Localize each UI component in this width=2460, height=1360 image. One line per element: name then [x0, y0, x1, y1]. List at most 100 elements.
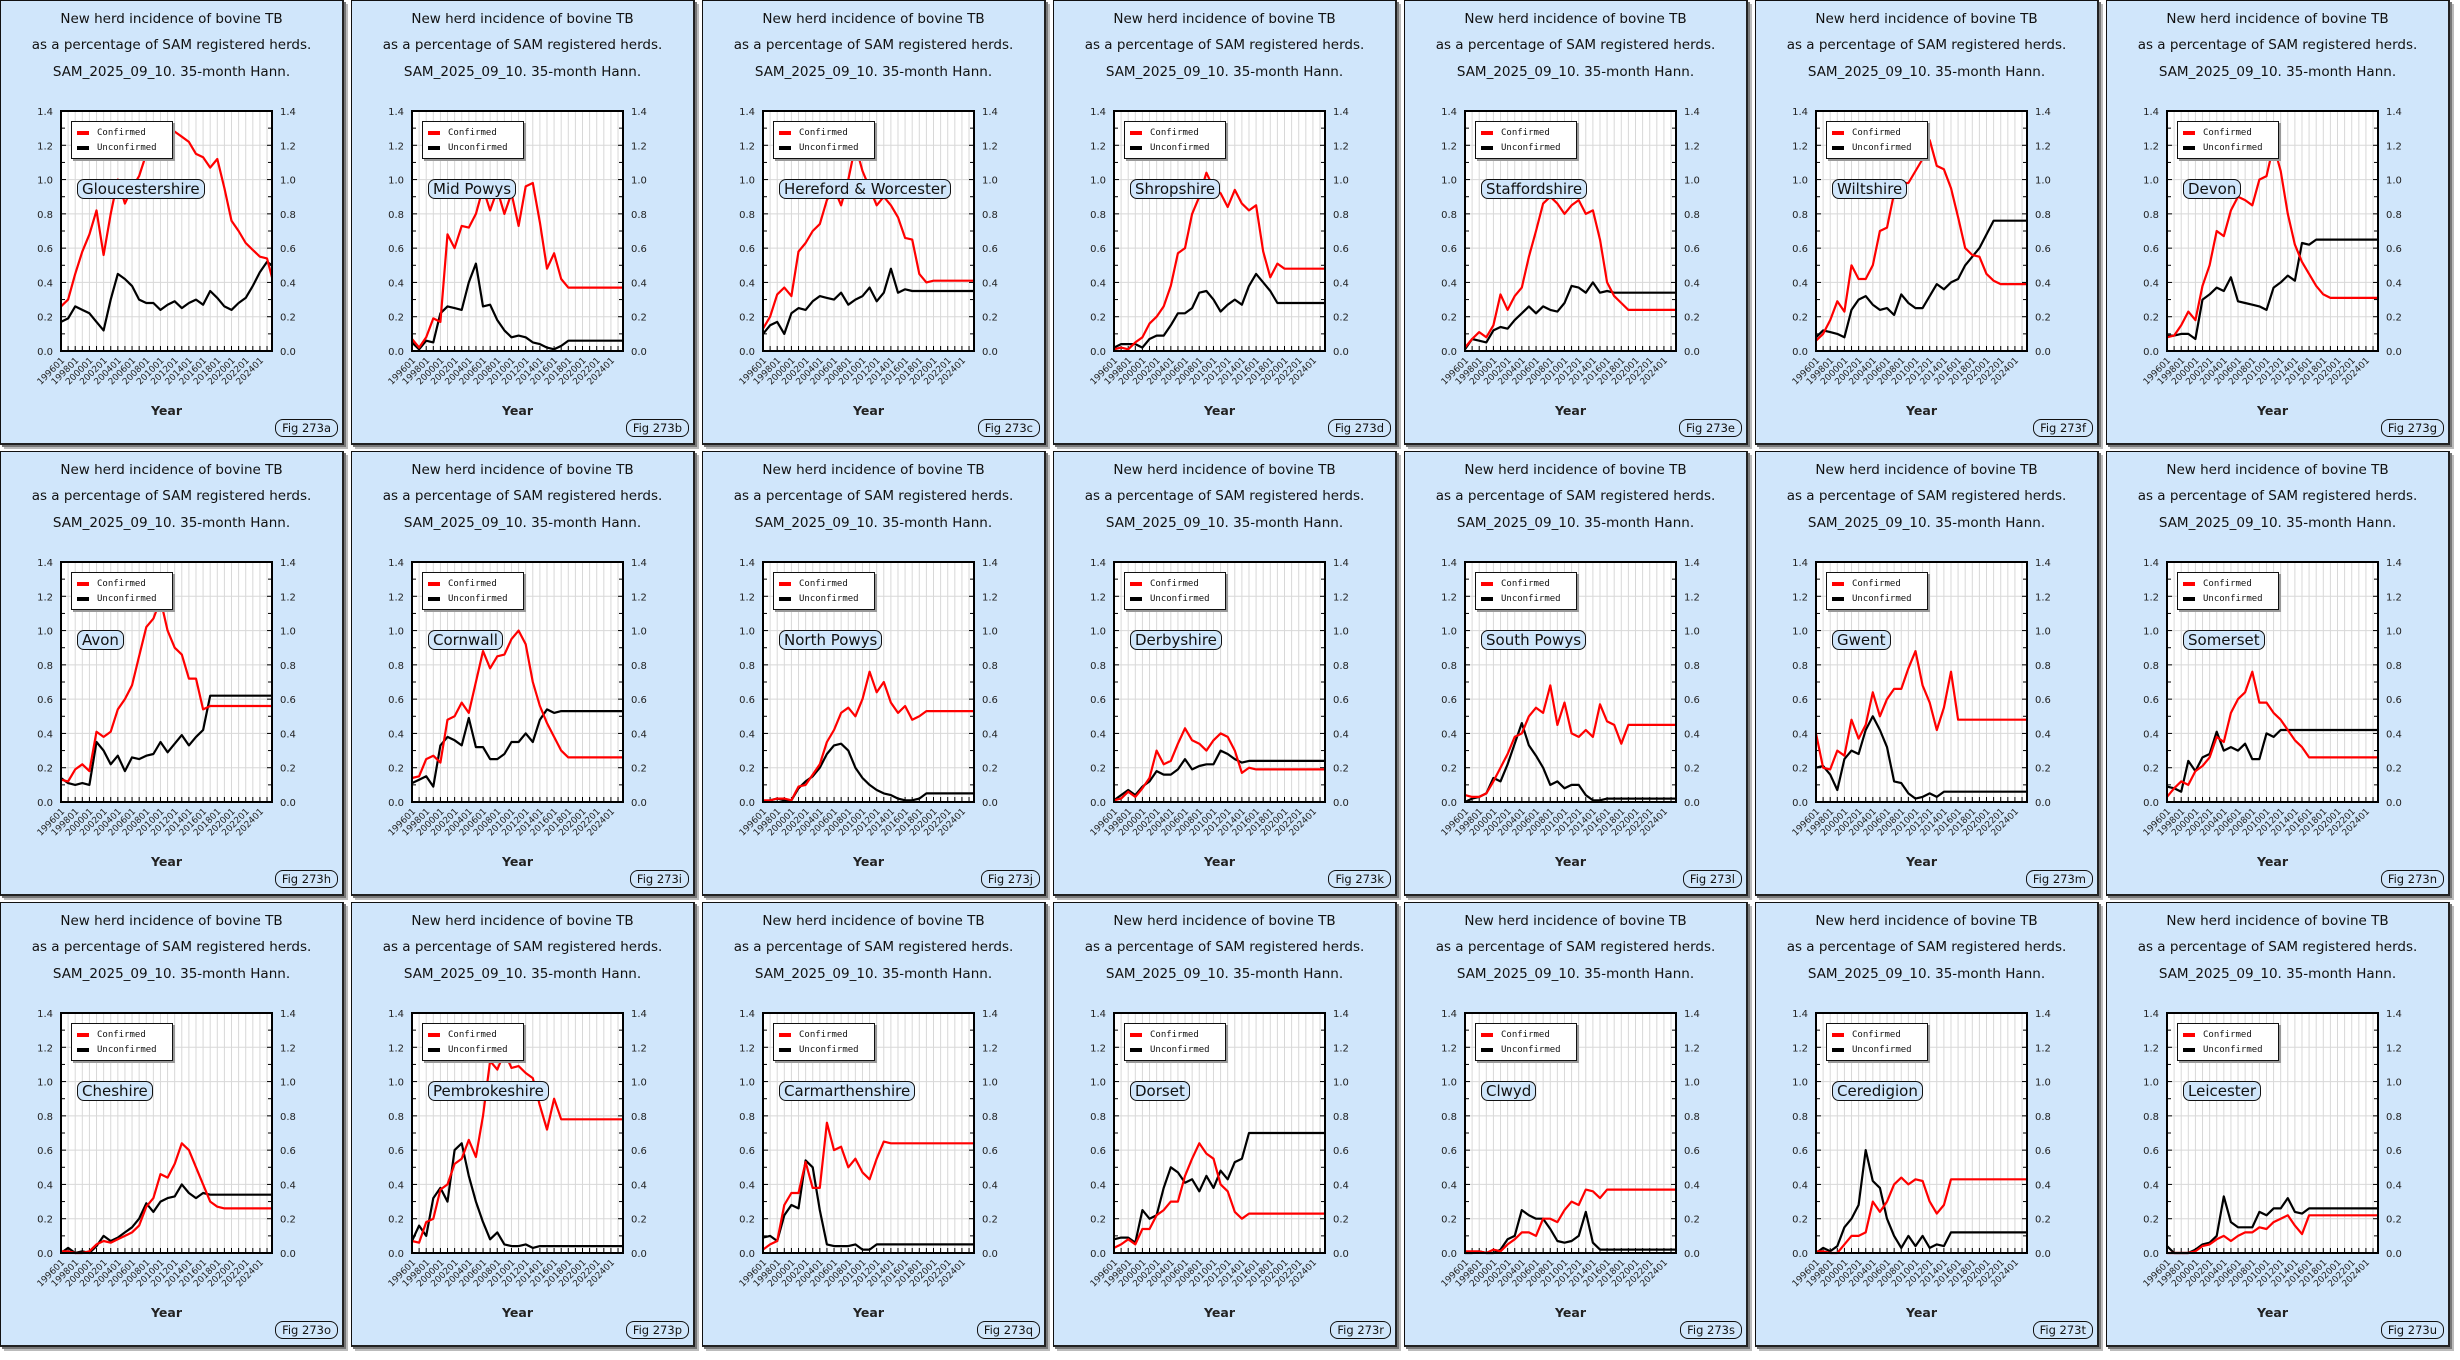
series-line-unconfirmed — [1113, 272, 1325, 349]
y-tick-label-right: 0.2 — [631, 764, 647, 775]
y-tick-label-left: 0.8 — [2143, 210, 2159, 221]
y-tick-label-right: 0.8 — [1333, 661, 1349, 672]
plot-frame — [60, 110, 273, 352]
legend-item-unconfirmed: Unconfirmed — [1481, 142, 1561, 154]
legend-item-unconfirmed: Unconfirmed — [77, 1044, 157, 1056]
y-tick-label-left: 0.0 — [1441, 347, 1457, 358]
plot-frame — [1113, 110, 1326, 352]
y-tick-label-left: 1.4 — [1792, 107, 1808, 118]
legend-swatch-red — [1481, 130, 1493, 135]
legend-swatch-black — [1130, 145, 1142, 150]
county-label: Leicester — [2183, 1081, 2262, 1101]
y-tick-label-right: 0.4 — [2386, 729, 2402, 740]
legend-label: Unconfirmed — [97, 1045, 157, 1055]
y-tick-label-right: 0.0 — [982, 1249, 998, 1260]
y-tick-label-right: 0.8 — [1684, 1112, 1700, 1123]
legend-swatch-red — [1481, 581, 1493, 586]
y-tick-label-right: 0.6 — [1333, 695, 1349, 706]
y-tick-label-left: 0.0 — [37, 347, 53, 358]
y-tick-label-right: 1.0 — [1684, 176, 1700, 187]
y-tick-label-left: 0.8 — [37, 1112, 53, 1123]
figure-number-badge: Fig 273c — [977, 419, 1040, 437]
chart-title-line-1: New herd incidence of bovine TB — [1464, 462, 1687, 478]
figure-number-badge: Fig 273m — [2025, 870, 2093, 888]
y-tick-label-right: 0.0 — [1684, 1249, 1700, 1260]
y-tick-label-right: 0.6 — [1684, 244, 1700, 255]
y-tick-label-right: 1.2 — [1684, 1043, 1700, 1054]
y-tick-label-left: 0.4 — [1090, 729, 1106, 740]
legend-label: Confirmed — [97, 1030, 146, 1040]
chart-panel-pembrokeshire: New herd incidence of bovine TB as a per… — [351, 902, 695, 1347]
plot-frame — [762, 561, 975, 803]
y-tick-label-left: 1.0 — [1792, 1078, 1808, 1089]
y-tick-label-left: 0.8 — [388, 661, 404, 672]
legend-swatch-red — [779, 130, 791, 135]
legend-label: Unconfirmed — [1150, 143, 1210, 153]
legend-label: Confirmed — [2203, 1030, 2252, 1040]
series-line-confirmed — [1113, 727, 1325, 802]
series-line-confirmed — [1815, 139, 2027, 342]
county-label: Pembrokeshire — [428, 1081, 549, 1101]
y-tick-label-left: 0.2 — [388, 1215, 404, 1226]
y-tick-label-right: 0.0 — [280, 1249, 296, 1260]
legend-label: Confirmed — [97, 579, 146, 589]
y-tick-label-right: 0.8 — [631, 1112, 647, 1123]
series-line-unconfirmed — [762, 1159, 974, 1251]
figure-number-badge: Fig 273h — [274, 870, 338, 888]
y-tick-label-right: 0.2 — [2035, 1215, 2051, 1226]
legend-swatch-black — [2183, 596, 2195, 601]
legend-label: Confirmed — [799, 1030, 848, 1040]
chart-subtitle: SAM_2025_09_10. 35-month Hann. — [403, 515, 642, 531]
legend: Confirmed Unconfirmed — [1124, 121, 1226, 159]
series-line-confirmed — [1464, 684, 1676, 798]
chart-title-line-1: New herd incidence of bovine TB — [2166, 11, 2389, 27]
legend-label: Unconfirmed — [2203, 1045, 2263, 1055]
y-tick-label-left: 0.2 — [2143, 313, 2159, 324]
legend: Confirmed Unconfirmed — [1124, 1023, 1226, 1061]
legend-swatch-black — [1832, 596, 1844, 601]
legend-label: Unconfirmed — [448, 1045, 508, 1055]
county-label: Derbyshire — [1130, 630, 1222, 650]
y-tick-label-left: 1.2 — [1090, 592, 1106, 603]
plot-area: 0.0 0.0 0.2 0.2 0.4 0.4 0.6 0.6 0.8 0.8 1.0 1.0 1.2 1… — [1089, 107, 1349, 387]
series-line-unconfirmed — [1464, 722, 1676, 803]
y-tick-label-right: 1.4 — [1684, 1009, 1700, 1020]
legend-label: Unconfirmed — [1852, 1045, 1912, 1055]
y-tick-label-left: 1.2 — [739, 592, 755, 603]
y-tick-label-right: 1.4 — [982, 107, 998, 118]
y-tick-label-left: 0.8 — [2143, 1112, 2159, 1123]
legend-item-unconfirmed: Unconfirmed — [1832, 142, 1912, 154]
y-tick-label-left: 0.6 — [1792, 244, 1808, 255]
legend-swatch-black — [1832, 145, 1844, 150]
y-tick-label-right: 0.8 — [2386, 661, 2402, 672]
legend: Confirmed Unconfirmed — [422, 1023, 524, 1061]
legend-item-unconfirmed: Unconfirmed — [779, 1044, 859, 1056]
y-tick-label-left: 0.0 — [739, 1249, 755, 1260]
series-line-confirmed — [1814, 650, 2027, 771]
y-tick-label-right: 1.2 — [982, 592, 998, 603]
plot-frame — [762, 1012, 975, 1254]
legend-item-confirmed: Confirmed — [1481, 127, 1550, 139]
y-tick-label-right: 1.0 — [982, 1078, 998, 1089]
legend-item-confirmed: Confirmed — [428, 1029, 497, 1041]
series-line-unconfirmed — [60, 1183, 272, 1255]
series-line-unconfirmed — [411, 1142, 623, 1249]
legend-item-unconfirmed: Unconfirmed — [428, 593, 508, 605]
y-tick-label-left: 1.0 — [2143, 1078, 2159, 1089]
plot-frame — [2166, 110, 2379, 352]
y-tick-label-left: 0.4 — [1792, 729, 1808, 740]
y-tick-label-right: 1.4 — [2386, 1009, 2402, 1020]
series-line-unconfirmed — [411, 708, 623, 788]
chart-title-line-2: as a percentage of SAM registered herds. — [382, 37, 663, 53]
chart-title-line-1: New herd incidence of bovine TB — [60, 913, 283, 929]
y-tick-label-right: 1.4 — [631, 558, 647, 569]
y-tick-label-left: 1.0 — [37, 176, 53, 187]
legend-item-confirmed: Confirmed — [779, 578, 848, 590]
y-tick-label-left: 1.0 — [739, 176, 755, 187]
chart-panel-cheshire: New herd incidence of bovine TB as a per… — [0, 902, 344, 1347]
y-tick-label-left: 0.4 — [1441, 1180, 1457, 1191]
legend-label: Confirmed — [2203, 579, 2252, 589]
legend-item-unconfirmed: Unconfirmed — [77, 142, 157, 154]
y-tick-label-right: 0.6 — [982, 1146, 998, 1157]
y-tick-label-right: 1.2 — [2035, 1043, 2051, 1054]
